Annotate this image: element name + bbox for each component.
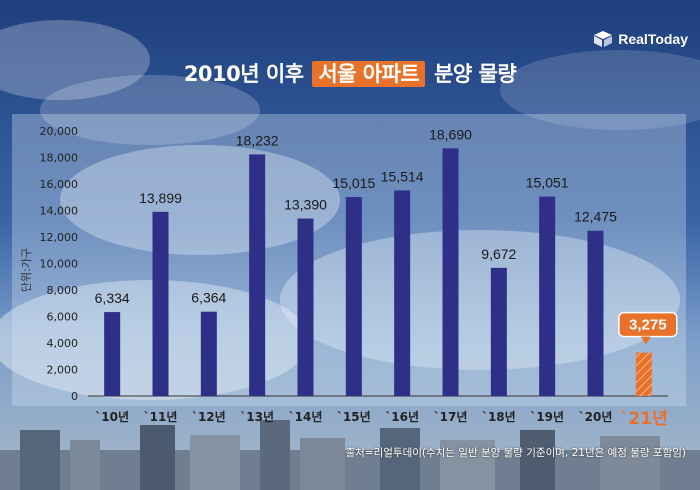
x-tick-label: `13년 — [240, 410, 274, 424]
x-tick-label: `11년 — [144, 410, 178, 424]
x-tick-label: `18년 — [482, 410, 516, 424]
y-tick-label: 20,000 — [40, 125, 79, 138]
chart-title: 2010년 이후 서울 아파트 분양 물량 — [0, 58, 700, 88]
bar — [345, 197, 362, 396]
bar — [394, 190, 411, 396]
x-tick-label: `10년 — [95, 410, 129, 424]
data-label: 12,475 — [574, 209, 617, 225]
x-tick-label: `14년 — [289, 410, 323, 424]
y-tick-label: 6,000 — [47, 311, 79, 324]
y-tick-label: 8,000 — [47, 284, 79, 297]
x-tick-label: `20년 — [579, 410, 613, 424]
bar — [297, 218, 314, 396]
bar — [104, 312, 121, 396]
city-skyline — [0, 420, 700, 490]
logo-text: RealToday — [618, 31, 688, 47]
data-label: 6,334 — [95, 290, 130, 306]
data-label: 15,514 — [381, 168, 424, 184]
x-tick-label: `12년 — [192, 410, 226, 424]
data-label-highlight: 3,275 — [629, 317, 667, 334]
bar — [249, 154, 266, 396]
data-label: 13,899 — [139, 190, 182, 206]
y-tick-label: 12,000 — [40, 231, 79, 244]
x-tick-label: `16년 — [385, 410, 419, 424]
title-highlight: 서울 아파트 — [312, 61, 426, 87]
bar-highlight — [635, 352, 652, 396]
bar — [200, 311, 217, 396]
data-label: 15,051 — [526, 175, 569, 191]
data-label: 18,690 — [429, 126, 472, 142]
title-suffix: 분양 물량 — [434, 62, 517, 86]
data-label: 9,672 — [481, 246, 516, 262]
title-prefix: 2010년 이후 — [183, 62, 304, 86]
y-tick-label: 14,000 — [40, 205, 79, 218]
y-tick-label: 18,000 — [40, 152, 79, 165]
x-tick-label: `17년 — [434, 410, 468, 424]
x-tick-label: `19년 — [530, 410, 564, 424]
y-tick-label: 2,000 — [47, 364, 79, 377]
bar — [490, 267, 507, 396]
brand-logo: RealToday — [593, 30, 688, 48]
y-axis-label: 단위:가구 — [20, 248, 33, 292]
data-label: 18,232 — [236, 132, 279, 148]
y-tick-label: 10,000 — [40, 258, 79, 271]
source-note: 출처=리얼투데이(수치는 일반 분양 물량 기준이며, 21년은 예정 물량 포… — [345, 447, 686, 459]
data-label: 15,015 — [332, 175, 375, 191]
data-label: 13,390 — [284, 197, 327, 213]
bar — [587, 230, 604, 396]
bar — [442, 148, 459, 396]
y-tick-label: 4,000 — [47, 337, 79, 350]
bar — [152, 211, 169, 396]
data-label: 6,364 — [191, 290, 226, 306]
cube-logo-icon — [594, 31, 613, 47]
callout-pointer — [640, 336, 651, 345]
y-tick-label: 16,000 — [40, 178, 79, 191]
y-tick-label: 0 — [71, 390, 78, 403]
bar — [539, 196, 556, 396]
x-tick-label: `15년 — [337, 410, 371, 424]
x-tick-label-highlight: `21년 — [620, 409, 668, 429]
